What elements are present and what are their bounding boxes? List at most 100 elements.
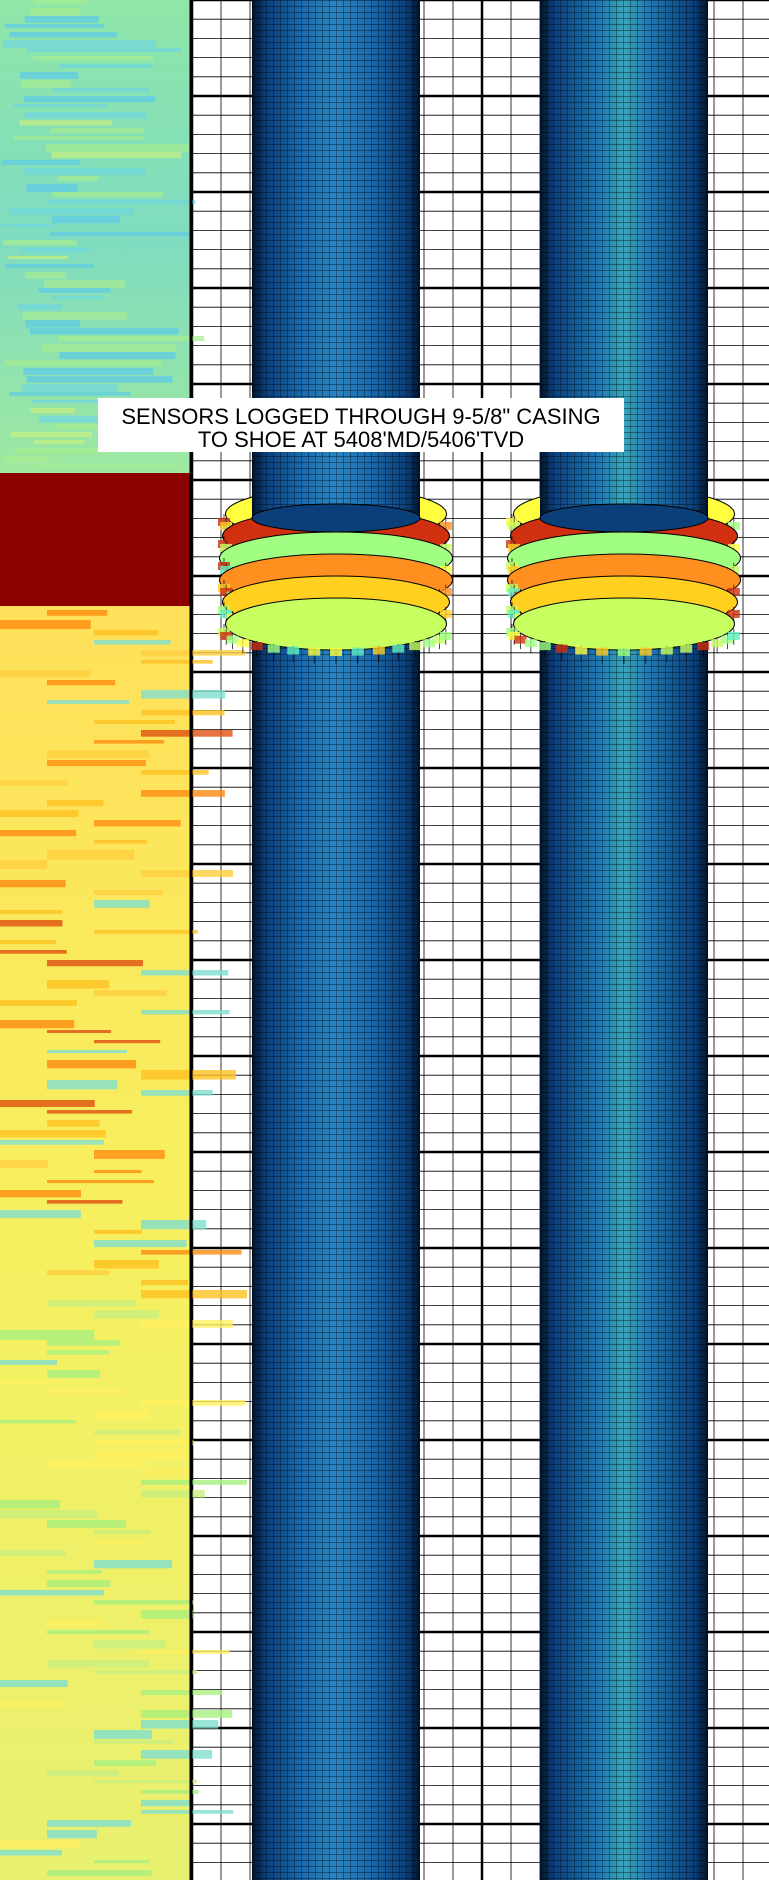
stripe <box>47 1390 125 1394</box>
stripe <box>47 1120 99 1127</box>
stripe <box>30 328 179 334</box>
stripe <box>0 1020 74 1028</box>
stripe <box>94 1260 159 1269</box>
stripe <box>94 1760 156 1766</box>
stripe <box>47 1830 97 1838</box>
stripe <box>58 336 204 341</box>
stripe <box>0 1190 81 1197</box>
stripe <box>141 1290 247 1298</box>
ring-patch <box>392 645 404 653</box>
stripe <box>47 750 149 758</box>
stripe <box>94 1560 172 1568</box>
stripe <box>47 1080 117 1089</box>
stripe <box>141 1070 236 1080</box>
annotation-line: SENSORS LOGGED THROUGH 9-5/8" CASING <box>121 404 600 429</box>
stripe <box>141 1490 205 1498</box>
stripe <box>0 1590 104 1595</box>
ring-patch <box>330 648 342 656</box>
ring-patch <box>618 648 630 656</box>
ring-patch <box>440 632 452 640</box>
stripe <box>50 232 191 236</box>
ring-patch <box>640 648 652 656</box>
stripe <box>141 1610 193 1619</box>
stripe <box>94 1040 160 1043</box>
stripe <box>25 320 79 327</box>
stripe <box>94 1150 165 1159</box>
stripe <box>21 248 89 252</box>
stripe <box>47 760 146 766</box>
stripe <box>141 770 209 775</box>
stripe <box>0 1360 57 1365</box>
stripe <box>24 168 146 175</box>
stripe <box>47 1870 152 1876</box>
stripe <box>13 104 107 107</box>
stripe <box>94 1740 173 1744</box>
ring-top <box>252 504 420 532</box>
stripe <box>47 1200 122 1204</box>
stripe <box>94 1780 197 1783</box>
ring-patch <box>409 642 421 650</box>
stripe <box>3 40 156 48</box>
stripe <box>8 256 68 259</box>
stripe <box>47 1370 100 1378</box>
stripe <box>34 440 84 444</box>
stripe <box>25 112 147 118</box>
stripe <box>52 152 182 158</box>
stripe <box>0 1130 106 1137</box>
stripe <box>47 1060 136 1068</box>
stripe <box>0 1160 48 1168</box>
stripe <box>47 1770 119 1776</box>
casing-shoe-rings <box>218 484 741 664</box>
stripe <box>94 1310 159 1319</box>
stripe <box>94 840 147 844</box>
stripe <box>141 1810 233 1814</box>
stripe <box>94 1640 166 1649</box>
stripe <box>9 392 130 396</box>
stripe <box>0 1100 95 1107</box>
stripe <box>0 670 90 677</box>
ring-patch <box>352 648 364 656</box>
stripe <box>47 1050 127 1053</box>
stripe <box>33 464 181 468</box>
stripe <box>2 456 49 463</box>
stripe <box>0 1840 80 1848</box>
stripe <box>94 1440 193 1445</box>
ring-patch <box>596 648 608 656</box>
stripe <box>94 1600 193 1605</box>
stripe <box>25 272 66 279</box>
stripe <box>42 344 176 352</box>
stripe <box>94 930 198 934</box>
stripe <box>141 690 225 699</box>
stripe <box>9 32 116 37</box>
stripe <box>0 1680 68 1687</box>
stripe <box>141 1650 230 1654</box>
stripe <box>26 184 77 192</box>
stripe <box>141 710 225 715</box>
stripe <box>94 1730 152 1739</box>
log-view: SENSORS LOGGED THROUGH 9-5/8" CASING TO … <box>0 0 769 1880</box>
stripe <box>14 136 143 140</box>
stripe <box>94 1410 150 1419</box>
stripe <box>94 1530 151 1534</box>
stripe <box>0 860 47 869</box>
stripe <box>46 144 189 152</box>
ring-patch <box>308 648 320 656</box>
image-strip-casing <box>0 473 190 607</box>
stripe <box>47 1630 149 1634</box>
stripe <box>59 352 175 359</box>
stripe <box>94 640 171 645</box>
stripe <box>5 360 162 366</box>
stripe <box>24 96 155 102</box>
stripe <box>94 900 150 908</box>
stripe <box>47 960 143 966</box>
stripe <box>23 368 153 375</box>
stripe <box>59 64 152 68</box>
stripe <box>47 1270 109 1275</box>
stripe <box>47 1660 150 1667</box>
stripe <box>48 200 196 204</box>
ring-patch <box>423 639 435 647</box>
stripe <box>94 720 175 724</box>
stripe <box>19 120 112 125</box>
stripe <box>94 740 164 744</box>
stripe <box>47 1580 110 1587</box>
